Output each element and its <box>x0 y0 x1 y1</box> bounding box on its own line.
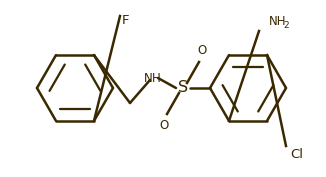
Text: S: S <box>178 81 188 96</box>
Text: O: O <box>159 119 169 132</box>
Text: N: N <box>144 72 153 84</box>
Text: O: O <box>197 44 207 57</box>
Text: 2: 2 <box>283 21 289 30</box>
Text: NH: NH <box>269 15 287 28</box>
Text: H: H <box>152 72 161 84</box>
Text: F: F <box>122 14 129 27</box>
Text: Cl: Cl <box>290 148 303 161</box>
